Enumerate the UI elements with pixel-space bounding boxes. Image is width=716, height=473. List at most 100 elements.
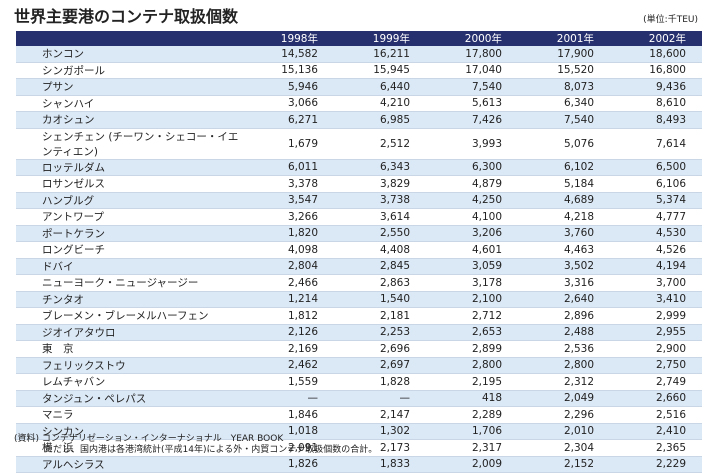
- port-name: ジオイアタウロ: [16, 324, 242, 341]
- value-cell: 5,076: [518, 128, 610, 160]
- value-cell: 2,800: [426, 357, 518, 374]
- value-cell: 2,312: [518, 373, 610, 391]
- value-cell: 4,530: [610, 225, 702, 242]
- row: ホンコン 14,582 16,211 17,800 17,900 18,600: [16, 46, 702, 63]
- row: シェンチェン (チーワン・シェコー・イエンティエン) 1,679 2,512 3,99…: [16, 128, 702, 160]
- value-cell: 2,253: [334, 324, 426, 341]
- value-cell: 2,550: [334, 225, 426, 242]
- port-name: レムチャバン: [16, 373, 242, 391]
- value-cell: 4,463: [518, 241, 610, 259]
- port-name: シェンチェン (チーワン・シェコー・イエンティエン): [16, 128, 242, 160]
- value-cell: 2,100: [426, 291, 518, 308]
- value-cell: 6,440: [334, 78, 426, 96]
- value-cell: 2,536: [518, 340, 610, 358]
- value-cell: 6,340: [518, 95, 610, 112]
- value-cell: 6,985: [334, 111, 426, 129]
- value-cell: 1,559: [242, 373, 334, 391]
- port-name: マニラ: [16, 406, 242, 424]
- value-cell: 8,073: [518, 78, 610, 96]
- value-cell: 2,195: [426, 373, 518, 391]
- port-name: 横 浜: [16, 439, 242, 457]
- row: アルヘシラス 1,826 1,833 2,009 2,152 2,229: [16, 456, 702, 473]
- value-cell: 2,750: [610, 357, 702, 374]
- value-cell: 3,378: [242, 175, 334, 193]
- page: 世界主要港のコンテナ取扱個数 (単位:千TEU) 1998年 1999年 2000年…: [14, 7, 702, 473]
- port-name: ロサンゼルス: [16, 175, 242, 193]
- value-cell: 6,271: [242, 111, 334, 129]
- port-name: プサン: [16, 78, 242, 96]
- row: シンカン 1,018 1,302 1,706 2,010 2,410: [16, 423, 702, 440]
- value-cell: 2,466: [242, 274, 334, 292]
- value-cell: 16,800: [610, 62, 702, 79]
- value-cell: 2,169: [242, 340, 334, 358]
- port-name: シャンハイ: [16, 95, 242, 112]
- value-cell: 1,826: [242, 456, 334, 473]
- value-cell: 2,488: [518, 324, 610, 341]
- value-cell: 1,706: [426, 423, 518, 440]
- source: (資料) コンテナリゼーション・インターナショナル YEAR BOOK: [14, 434, 284, 444]
- value-cell: 6,500: [610, 159, 702, 176]
- value-cell: 2,696: [334, 340, 426, 358]
- port-name: ハンブルグ: [16, 192, 242, 209]
- value-cell: 15,520: [518, 62, 610, 79]
- value-cell: 2,462: [242, 357, 334, 374]
- value-cell: 6,300: [426, 159, 518, 176]
- row: ロッテルダム 6,011 6,343 6,300 6,102 6,500: [16, 159, 702, 176]
- value-cell: 8,493: [610, 111, 702, 129]
- row: タンジュン・ペレパス — —418 2,049 2,660: [16, 390, 702, 407]
- value-cell: 2,049: [518, 390, 610, 407]
- value-cell: 15,945: [334, 62, 426, 79]
- port-name: ロングビーチ: [16, 241, 242, 259]
- value-cell: 3,760: [518, 225, 610, 242]
- value-cell: 1,820: [242, 225, 334, 242]
- value-cell: 2,516: [610, 406, 702, 424]
- header-cell: 2002年: [610, 31, 702, 46]
- row: レムチャバン 1,559 1,828 2,195 2,312 2,749: [16, 373, 702, 391]
- value-cell: 2,152: [518, 456, 610, 473]
- value-cell: 2,697: [334, 357, 426, 374]
- value-cell: 6,106: [610, 175, 702, 193]
- value-cell: 4,250: [426, 192, 518, 209]
- value-cell: 2,410: [610, 423, 702, 440]
- value-cell: 4,879: [426, 175, 518, 193]
- header-cell: 2001年: [518, 31, 610, 46]
- value-cell: 2,181: [334, 307, 426, 325]
- value-cell: 5,374: [610, 192, 702, 209]
- value-cell: 18,600: [610, 46, 702, 63]
- value-cell: 1,833: [334, 456, 426, 473]
- value-cell: 17,040: [426, 62, 518, 79]
- port-name: カオシュン: [16, 111, 242, 129]
- value-cell: 15,136: [242, 62, 334, 79]
- header-cell: 1998年: [242, 31, 334, 46]
- value-cell: 2,365: [610, 439, 702, 457]
- row: シャンハイ 3,066 4,210 5,613 6,340 8,610: [16, 95, 702, 112]
- row: 東 京 2,169 2,696 2,899 2,536 2,900: [16, 340, 702, 358]
- value-cell: 4,218: [518, 208, 610, 226]
- value-cell: 2,863: [334, 274, 426, 292]
- value-cell: 3,502: [518, 258, 610, 275]
- value-cell: —: [242, 390, 334, 407]
- value-cell: 2,712: [426, 307, 518, 325]
- value-cell: 3,829: [334, 175, 426, 193]
- value-cell: 418: [426, 390, 518, 407]
- value-cell: 16,211: [334, 46, 426, 63]
- port-name: フェリックストウ: [16, 357, 242, 374]
- value-cell: 7,426: [426, 111, 518, 129]
- row: ドバイ 2,804 2,845 3,059 3,502 4,194: [16, 258, 702, 275]
- port-name: ブレーメン・ブレーメルハーフェン: [16, 307, 242, 325]
- value-cell: 2,900: [610, 340, 702, 358]
- footer: (資料) コンテナリゼーション・インターナショナル YEAR BOOK ただし、…: [14, 434, 377, 456]
- port-name: ニューヨーク・ニュージャージー: [16, 274, 242, 292]
- value-cell: 5,613: [426, 95, 518, 112]
- value-cell: 3,410: [610, 291, 702, 308]
- value-cell: 2,304: [518, 439, 610, 457]
- value-cell: 2,749: [610, 373, 702, 391]
- value-cell: 4,777: [610, 208, 702, 226]
- header-cell: [16, 31, 242, 46]
- value-cell: 4,098: [242, 241, 334, 259]
- row: ポートケラン 1,820 2,550 3,206 3,760 4,530: [16, 225, 702, 242]
- value-cell: 3,547: [242, 192, 334, 209]
- value-cell: 7,540: [518, 111, 610, 129]
- value-cell: 6,011: [242, 159, 334, 176]
- port-name: ホンコン: [16, 46, 242, 63]
